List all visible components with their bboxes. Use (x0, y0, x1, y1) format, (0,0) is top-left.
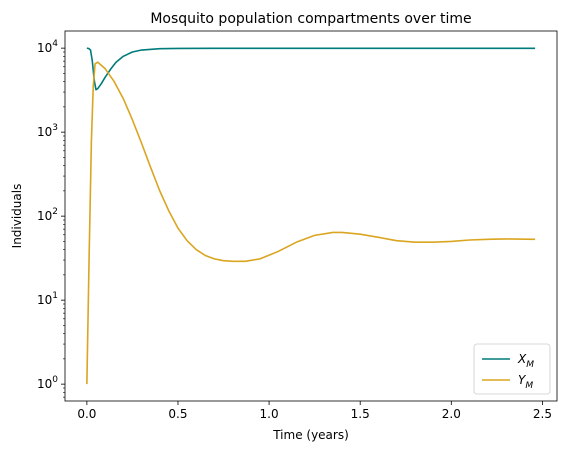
series-layer (86, 47, 536, 385)
legend-box (473, 343, 551, 395)
x-tick-label: 1.0 (260, 407, 279, 421)
legend-label-0: XM (517, 352, 534, 370)
y-axis-label: Individuals (10, 184, 24, 249)
legend-label-subscript: M (526, 360, 534, 370)
y-tick-label: 101 (37, 291, 58, 307)
y-tick-label: 102 (37, 207, 58, 223)
x-tick-label: 2.0 (442, 407, 461, 421)
y-tick-base: 10 (37, 377, 52, 391)
y-tick-exponent: 0 (52, 375, 58, 385)
legend-label-subscript: M (525, 381, 533, 391)
y-tick-base: 10 (37, 41, 52, 55)
y-tick-exponent: 2 (52, 207, 58, 217)
x-tick-label: 1.5 (351, 407, 370, 421)
x-axis-label: Time (years) (272, 428, 349, 442)
x-tick-label: 0.5 (168, 407, 187, 421)
y-tick-exponent: 3 (52, 123, 58, 133)
y-tick-label: 104 (37, 39, 58, 55)
y-tick-label: 100 (37, 375, 58, 391)
y-tick-exponent: 4 (52, 39, 58, 49)
x-tick-label: 2.5 (533, 407, 552, 421)
y-tick-base: 10 (37, 209, 52, 223)
y-tick-exponent: 1 (52, 291, 58, 301)
y-tick-label: 103 (37, 123, 58, 139)
legend-label-name: Y (518, 373, 527, 387)
y-tick-base: 10 (37, 293, 52, 307)
x-tick-label: 0.0 (77, 407, 96, 421)
legend-label-name: X (517, 352, 527, 366)
series-line-1 (86, 61, 536, 385)
x-axis: 0.0 0.5 1.0 1.5 2.0 2.5 (77, 401, 552, 421)
series-line-0 (86, 47, 536, 91)
legend-label-1: YM (518, 373, 533, 391)
y-tick-base: 10 (37, 125, 52, 139)
chart-title: Mosquito population compartments over ti… (150, 11, 471, 27)
